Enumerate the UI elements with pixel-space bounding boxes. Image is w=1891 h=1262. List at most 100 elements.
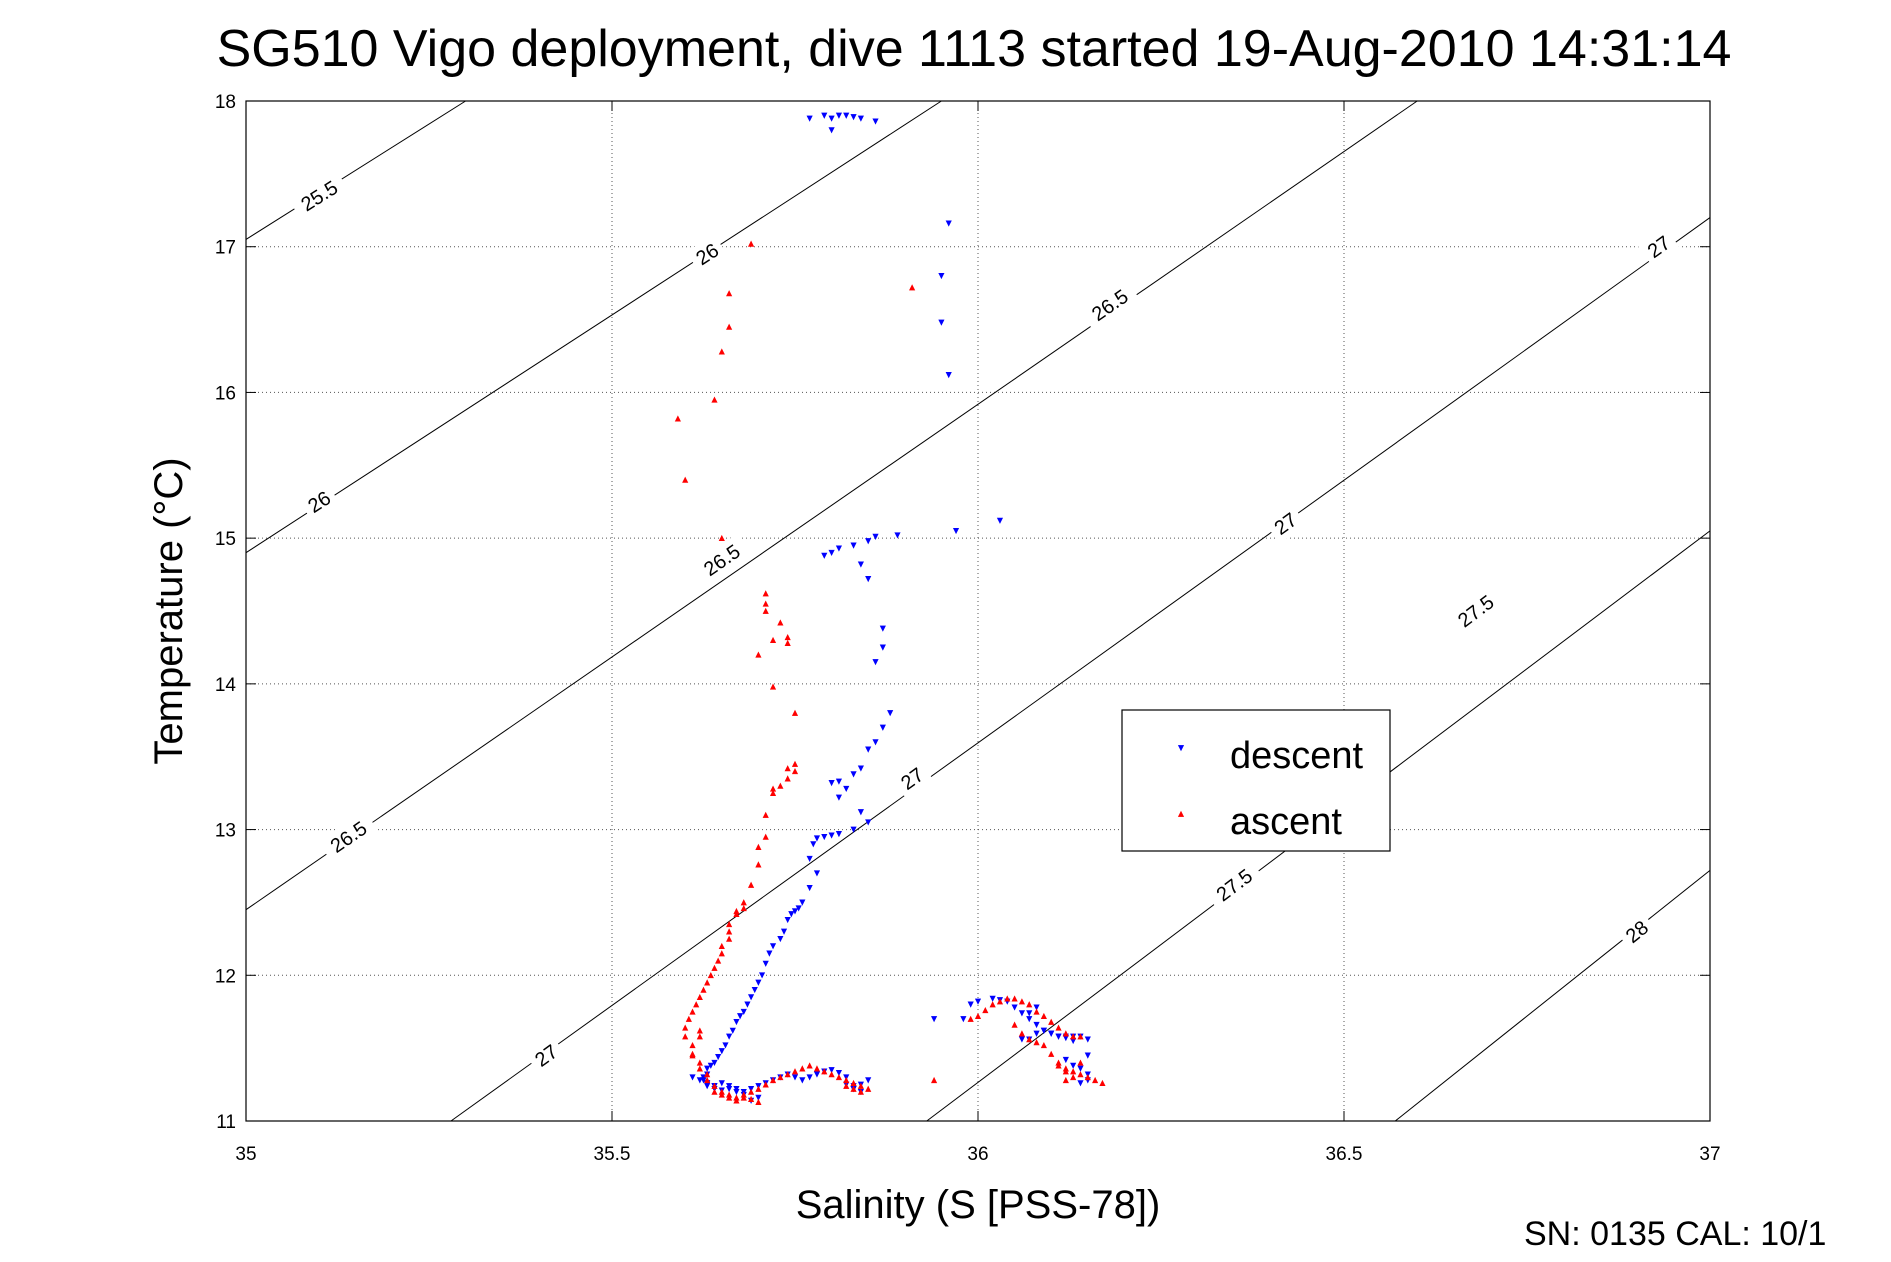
ascent-point: [726, 928, 733, 935]
ascent-point: [769, 683, 777, 690]
ascent-point: [850, 1079, 857, 1087]
ascent-point: [1084, 1074, 1091, 1081]
descent-point: [835, 1070, 843, 1077]
isopycnal-line: [245, 100, 466, 240]
ascent-point: [762, 607, 769, 614]
ascent-point: [769, 636, 777, 644]
descent-point: [821, 833, 828, 841]
descent-point: [806, 1074, 813, 1081]
ascent-point: [733, 1097, 740, 1104]
descent-point: [960, 1016, 967, 1023]
descent-point: [1055, 1033, 1062, 1040]
ascent-point: [762, 600, 769, 607]
descent-point: [704, 1065, 711, 1072]
descent-point: [828, 549, 835, 556]
ascent-point: [718, 1091, 725, 1098]
contour-label-bg: [1637, 226, 1680, 267]
ascent-point: [762, 590, 769, 597]
descent-point: [806, 855, 813, 862]
descent-point: [813, 1071, 821, 1078]
descent-point: [843, 112, 850, 119]
descent-point: [784, 917, 791, 924]
legend-label-descent: descent: [1230, 735, 1364, 777]
descent-point: [843, 785, 850, 793]
descent-point: [715, 1053, 722, 1061]
contour-label-bg: [891, 758, 934, 799]
ascent-point: [696, 1027, 703, 1034]
ascent-point: [704, 979, 711, 986]
descent-point: [766, 950, 773, 957]
ascent-point: [784, 633, 791, 641]
ascent-point: [696, 1033, 703, 1040]
ascent-point: [755, 1098, 762, 1105]
descent-point: [1070, 1062, 1077, 1069]
isopycnal-line: [245, 100, 1418, 911]
descent-point: [1084, 1052, 1091, 1059]
descent-point: [791, 1074, 799, 1081]
ascent-point: [755, 1085, 762, 1092]
ascent-point: [1018, 998, 1026, 1005]
descent-point: [700, 1077, 707, 1084]
descent-point: [755, 1094, 762, 1101]
legend-marker-descent: [1177, 745, 1185, 752]
ascent-point: [777, 619, 784, 626]
descent-point: [865, 819, 872, 826]
ascent-point: [857, 1082, 864, 1089]
footer-calibration-text: SN: 0135 CAL: 10/1: [1524, 1215, 1826, 1253]
ascent-point: [726, 1094, 733, 1101]
descent-point: [872, 739, 879, 746]
descent-point: [795, 905, 802, 912]
ascent-point: [1040, 1012, 1047, 1019]
ascent-point: [1070, 1074, 1077, 1081]
contour-label-bg: [1264, 503, 1307, 544]
ascent-point: [1040, 1041, 1047, 1049]
ascent-point: [850, 1085, 857, 1092]
ascent-point: [1033, 1039, 1040, 1046]
legend-marker-ascent: [1177, 810, 1185, 817]
descent-point: [791, 908, 799, 915]
y-axis-label: Temperature (°C): [147, 457, 191, 764]
descent-point: [689, 1074, 696, 1081]
ascent-point: [1055, 1024, 1062, 1031]
descent-point: [857, 561, 864, 568]
descent-point: [989, 995, 996, 1002]
descent-point: [1033, 1030, 1040, 1037]
descent-point: [835, 545, 843, 552]
descent-point: [726, 1083, 733, 1090]
ascent-point: [1018, 1030, 1026, 1037]
ascent-point: [715, 957, 722, 964]
descent-point: [850, 771, 857, 778]
descent-point: [872, 659, 879, 666]
ascent-point: [769, 1076, 777, 1084]
descent-point: [930, 1016, 938, 1023]
contour-label-bg: [318, 810, 379, 864]
ascent-point: [674, 415, 681, 422]
ascent-point: [930, 1076, 938, 1084]
descent-point: [1011, 1004, 1018, 1011]
descent-point: [747, 994, 755, 1001]
contour-label-bg: [1615, 911, 1658, 953]
descent-point: [799, 1077, 806, 1084]
ascent-point: [791, 768, 799, 775]
ascent-point: [1011, 995, 1018, 1002]
descent-point: [718, 1080, 725, 1087]
ascent-point: [1092, 1076, 1099, 1084]
descent-point: [1018, 1036, 1026, 1043]
ascent-point: [1048, 1050, 1055, 1057]
descent-point: [828, 115, 835, 122]
ascent-point: [1055, 1062, 1062, 1069]
ascent-point: [740, 1094, 747, 1101]
ascent-point: [718, 942, 725, 950]
legend-box: [1121, 709, 1391, 852]
grid-lines: [246, 101, 1710, 1121]
descent-point: [1062, 1056, 1069, 1064]
descent-point: [821, 552, 828, 559]
descent-point: [813, 870, 821, 877]
ascent-point: [806, 1062, 813, 1069]
ascent-point: [865, 1085, 872, 1092]
ascent-point: [828, 1071, 835, 1078]
x-tick-label: 36: [967, 1144, 988, 1165]
descent-point: [1018, 1010, 1026, 1017]
ascent-point: [989, 1001, 996, 1008]
